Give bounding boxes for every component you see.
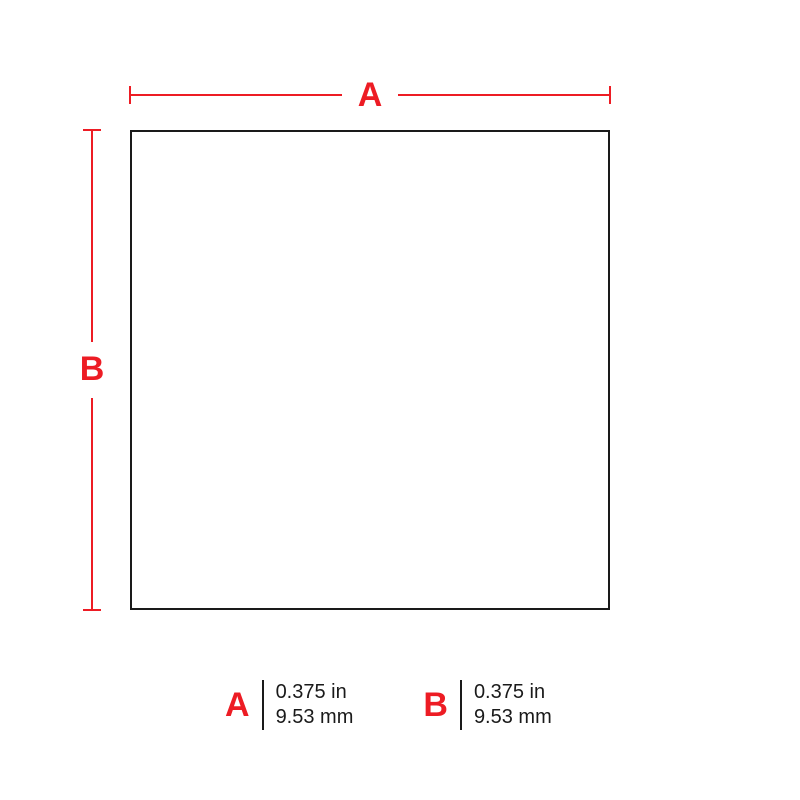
- dimension-diagram: A B A 0.375 in 9.53 mm B 0.375 in 9.53 m…: [0, 0, 800, 800]
- legend-b-inches: 0.375 in: [474, 680, 552, 705]
- legend-values-a: 0.375 in 9.53 mm: [276, 680, 354, 730]
- square-shape: [130, 130, 610, 610]
- legend-values-b: 0.375 in 9.53 mm: [474, 680, 552, 730]
- dimension-legend: A 0.375 in 9.53 mm B 0.375 in 9.53 mm: [225, 680, 552, 730]
- legend-a-inches: 0.375 in: [276, 680, 354, 705]
- legend-a-mm: 9.53 mm: [276, 705, 354, 730]
- legend-divider-icon: [262, 680, 264, 730]
- legend-divider-icon: [460, 680, 462, 730]
- legend-item-b: B 0.375 in 9.53 mm: [423, 680, 551, 730]
- legend-letter-a: A: [225, 686, 250, 725]
- legend-letter-b: B: [423, 686, 448, 725]
- legend-b-mm: 9.53 mm: [474, 705, 552, 730]
- legend-item-a: A 0.375 in 9.53 mm: [225, 680, 353, 730]
- dimension-label-b: B: [64, 350, 120, 389]
